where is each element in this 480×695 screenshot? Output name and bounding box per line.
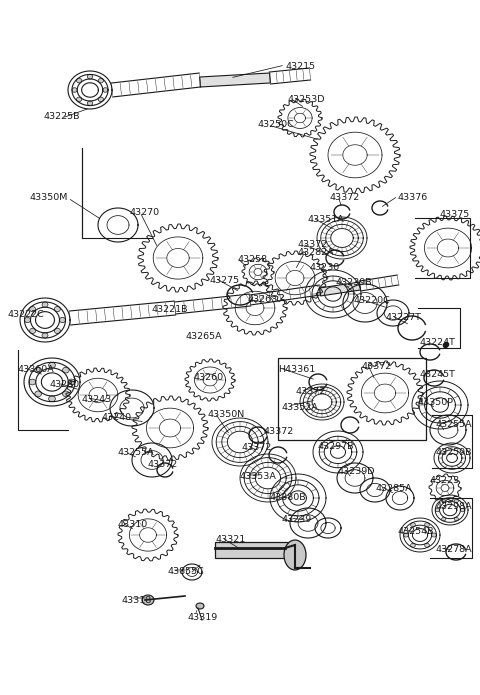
Bar	[278, 358, 426, 440]
Text: 43225B: 43225B	[44, 112, 80, 121]
Ellipse shape	[142, 595, 154, 605]
Ellipse shape	[35, 367, 41, 373]
Text: 43351A: 43351A	[308, 215, 345, 224]
Text: 43372: 43372	[296, 387, 326, 396]
Text: 43230: 43230	[310, 263, 340, 272]
Text: 43263: 43263	[248, 295, 278, 304]
Ellipse shape	[460, 508, 465, 512]
Text: 43321: 43321	[215, 535, 245, 544]
Text: 43220C: 43220C	[353, 296, 390, 305]
Ellipse shape	[454, 499, 458, 502]
Ellipse shape	[87, 74, 93, 79]
Ellipse shape	[62, 367, 69, 373]
Text: 43250C: 43250C	[258, 120, 295, 129]
Ellipse shape	[72, 88, 77, 92]
Text: 43265A: 43265A	[185, 332, 222, 341]
Text: 43282A: 43282A	[297, 248, 334, 257]
Text: 43318: 43318	[122, 596, 152, 605]
Text: 43239D: 43239D	[338, 467, 375, 476]
Text: 43372: 43372	[148, 460, 178, 469]
Polygon shape	[200, 73, 270, 87]
Text: H43361: H43361	[278, 365, 315, 374]
Ellipse shape	[442, 499, 446, 502]
Bar	[215, 542, 295, 558]
Ellipse shape	[62, 391, 69, 397]
Ellipse shape	[103, 88, 108, 92]
Ellipse shape	[410, 523, 415, 527]
Text: 43243: 43243	[82, 395, 112, 404]
Text: 43372: 43372	[298, 240, 328, 249]
Text: 43240: 43240	[102, 413, 132, 422]
Text: 43239B: 43239B	[335, 278, 372, 287]
Ellipse shape	[454, 517, 458, 521]
Ellipse shape	[35, 391, 41, 397]
Text: 43227T: 43227T	[385, 313, 421, 322]
Text: 43350P: 43350P	[418, 398, 454, 407]
Ellipse shape	[442, 517, 446, 521]
Ellipse shape	[48, 396, 55, 402]
Ellipse shape	[42, 302, 48, 307]
Text: 43376: 43376	[398, 193, 428, 202]
Text: 43223: 43223	[430, 476, 460, 485]
Text: 43224T: 43224T	[420, 338, 456, 347]
Ellipse shape	[76, 79, 82, 83]
Text: 43353A: 43353A	[240, 472, 277, 481]
Text: 43245T: 43245T	[420, 370, 456, 379]
Ellipse shape	[404, 533, 408, 537]
Ellipse shape	[435, 508, 440, 512]
Ellipse shape	[196, 603, 204, 609]
Text: 43270: 43270	[130, 208, 160, 217]
Ellipse shape	[29, 379, 36, 385]
Polygon shape	[319, 282, 360, 296]
Ellipse shape	[76, 97, 82, 101]
Ellipse shape	[432, 533, 436, 537]
Text: 43350N: 43350N	[208, 410, 245, 419]
Text: 43258: 43258	[237, 255, 267, 264]
Text: 43372: 43372	[242, 443, 272, 452]
Text: 43253D: 43253D	[288, 95, 325, 104]
Text: 43280: 43280	[50, 380, 80, 389]
Ellipse shape	[68, 379, 75, 385]
Text: 43275: 43275	[210, 276, 240, 285]
Text: 43372: 43372	[264, 427, 294, 436]
Text: 43298A: 43298A	[436, 502, 473, 511]
Text: 43278A: 43278A	[436, 545, 473, 554]
Text: 43352A: 43352A	[282, 403, 319, 412]
Ellipse shape	[30, 306, 36, 312]
Ellipse shape	[60, 318, 65, 322]
Text: 43239: 43239	[282, 515, 312, 524]
Text: 43310: 43310	[118, 520, 148, 529]
Ellipse shape	[284, 540, 306, 570]
Ellipse shape	[425, 523, 430, 527]
Text: 43254B: 43254B	[398, 527, 434, 536]
Text: 43215: 43215	[285, 62, 315, 71]
Text: 43360A: 43360A	[18, 365, 55, 374]
Text: 43255A: 43255A	[436, 420, 473, 429]
Ellipse shape	[54, 328, 60, 334]
Text: 43259B: 43259B	[436, 448, 472, 457]
Text: 43221B: 43221B	[152, 305, 189, 314]
Text: 43380B: 43380B	[270, 493, 307, 502]
Text: 43319: 43319	[188, 613, 218, 622]
Text: 43375: 43375	[440, 210, 470, 219]
Ellipse shape	[24, 318, 31, 322]
Ellipse shape	[425, 543, 430, 548]
Ellipse shape	[30, 328, 36, 334]
Text: 43285A: 43285A	[375, 484, 412, 493]
Text: 43297B: 43297B	[318, 442, 355, 451]
Text: 43372: 43372	[362, 362, 392, 371]
Text: 43372: 43372	[330, 193, 360, 202]
Text: 43255A: 43255A	[118, 448, 155, 457]
Ellipse shape	[87, 101, 93, 106]
Ellipse shape	[98, 97, 104, 101]
Ellipse shape	[42, 333, 48, 338]
Text: 43222C: 43222C	[8, 310, 45, 319]
Text: 43855C: 43855C	[168, 567, 205, 576]
Ellipse shape	[48, 362, 55, 368]
Ellipse shape	[410, 543, 415, 548]
Ellipse shape	[98, 79, 104, 83]
Ellipse shape	[54, 306, 60, 312]
Text: 43350M: 43350M	[30, 193, 68, 202]
Text: 43260: 43260	[194, 373, 224, 382]
